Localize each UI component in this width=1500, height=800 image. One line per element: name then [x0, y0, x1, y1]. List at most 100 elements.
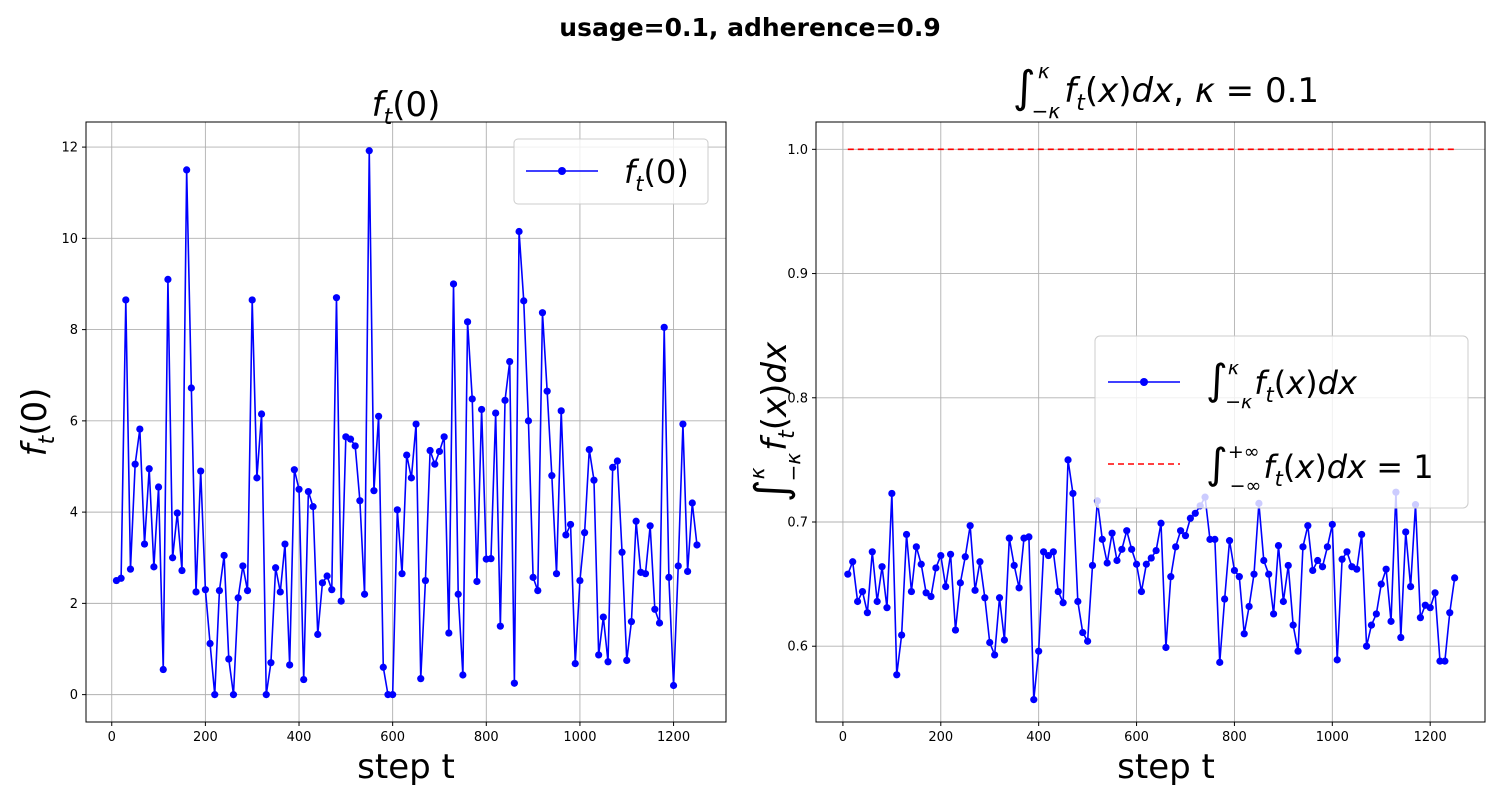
left-data-point: [126, 565, 135, 573]
right-data-point: [1377, 580, 1385, 588]
left-data-point: [599, 613, 607, 621]
left-ticks: 0 200 400 600 800 1000 1200 0 2 4 6 8 10 12: [61, 141, 690, 745]
left-data-point: [262, 691, 270, 699]
left-data-point: [229, 691, 238, 699]
left-y-tick-label: 2: [70, 597, 78, 612]
left-data-point: [267, 659, 275, 667]
left-x-axis-label: step t: [357, 747, 455, 787]
left-y-tick-label: 4: [70, 506, 78, 521]
left-data-point: [669, 681, 678, 690]
right-data-point: [942, 583, 950, 591]
left-data-point: [136, 425, 144, 433]
right-data-point: [1446, 609, 1454, 617]
left-legend-box: [513, 138, 709, 205]
left-data-point: [257, 410, 266, 418]
left-data-point: [360, 590, 369, 598]
left-data-point: [552, 570, 561, 578]
right-data-point: [849, 558, 857, 566]
right-data-point: [868, 548, 876, 556]
right-data-point: [1074, 597, 1082, 606]
right-data-point: [976, 558, 984, 566]
right-data-point: [1069, 489, 1077, 498]
right-data-point: [1318, 563, 1327, 571]
right-data-point: [1103, 559, 1111, 567]
right-x-tick-label: 800: [1222, 730, 1247, 745]
left-data-point: [627, 618, 636, 626]
right-data-point: [898, 631, 906, 639]
right-data-point: [1005, 534, 1013, 542]
right-legend: ∫κ −κft(x)dx ∫+∞ −∞ft(x)dx = 1: [1094, 335, 1469, 509]
right-data-point: [1265, 570, 1273, 578]
left-data-point: [632, 517, 640, 525]
left-data-point: [117, 574, 125, 582]
left-data-point: [534, 586, 542, 595]
left-x-tick-label: 600: [380, 730, 405, 745]
right-data-point: [1431, 589, 1439, 597]
right-data-point: [1289, 621, 1297, 629]
right-data-point: [1010, 561, 1018, 570]
right-data-point: [1142, 560, 1150, 568]
right-data-point: [878, 563, 886, 571]
right-data-point: [1426, 604, 1434, 612]
right-data-point: [1382, 565, 1390, 573]
left-data-point: [206, 639, 214, 648]
right-data-point: [1191, 509, 1199, 517]
right-data-point: [991, 651, 999, 659]
left-data-point: [272, 564, 280, 572]
left-data-point: [398, 570, 406, 578]
left-data-point: [389, 691, 397, 699]
left-data-point: [314, 630, 322, 639]
right-y-tick-label: 0.7: [787, 516, 808, 531]
left-data-point: [543, 387, 551, 395]
left-data-point: [655, 619, 664, 627]
left-data-point: [426, 446, 434, 455]
right-chart-title: ∫ κ −κ ft(x)dx, κ = 0.1: [1013, 59, 1319, 123]
right-data-point: [1333, 656, 1341, 664]
left-data-point: [309, 503, 317, 511]
left-data-point: [463, 318, 472, 326]
right-data-point: [1181, 532, 1190, 540]
left-data-point: [183, 166, 191, 174]
left-data-point: [407, 474, 415, 482]
right-data-point: [1084, 637, 1092, 645]
left-data-point: [679, 420, 687, 428]
right-ticks: 0 200 400 600 800 1000 1200 0.6 0.7 0.8 0.9 1.0: [787, 143, 1446, 745]
right-data-point: [1079, 628, 1087, 637]
right-data-point: [1186, 514, 1194, 522]
left-x-tick-label: 800: [474, 730, 499, 745]
right-data-point: [1250, 570, 1258, 578]
left-data-point: [562, 531, 570, 539]
left-data-point: [660, 323, 668, 331]
right-x-tick-label: 400: [1026, 730, 1051, 745]
left-data-point: [286, 661, 294, 669]
right-data-point: [1372, 610, 1380, 618]
left-data-point: [492, 409, 500, 417]
left-data-point: [346, 435, 355, 443]
left-data-point: [618, 548, 626, 556]
right-data-point: [1044, 551, 1053, 560]
left-y-axis-label: ft(0): [15, 388, 60, 457]
left-data-point: [351, 442, 359, 450]
right-data-point: [1416, 614, 1424, 622]
right-data-point: [956, 579, 964, 587]
right-data-point: [1132, 560, 1141, 568]
right-y-tick-label: 0.8: [787, 391, 808, 406]
left-y-tick-label: 12: [61, 141, 78, 156]
left-data-point: [613, 457, 621, 465]
left-series-line: [116, 149, 698, 696]
right-data-point: [1323, 543, 1332, 551]
right-data-point: [1407, 583, 1415, 591]
left-data-point: [304, 487, 312, 496]
right-data-point: [1137, 587, 1146, 596]
left-data-point: [122, 296, 130, 304]
left-data-point: [576, 576, 584, 585]
left-data-point: [417, 675, 425, 683]
right-data-point: [971, 586, 979, 594]
right-data-point: [1108, 529, 1116, 537]
left-y-tick-label: 6: [70, 414, 78, 429]
left-data-point: [440, 433, 448, 441]
right-legend-box: [1094, 335, 1469, 509]
left-data-point: [159, 665, 167, 674]
right-data-point: [1245, 602, 1253, 611]
left-series-group: [112, 147, 701, 699]
